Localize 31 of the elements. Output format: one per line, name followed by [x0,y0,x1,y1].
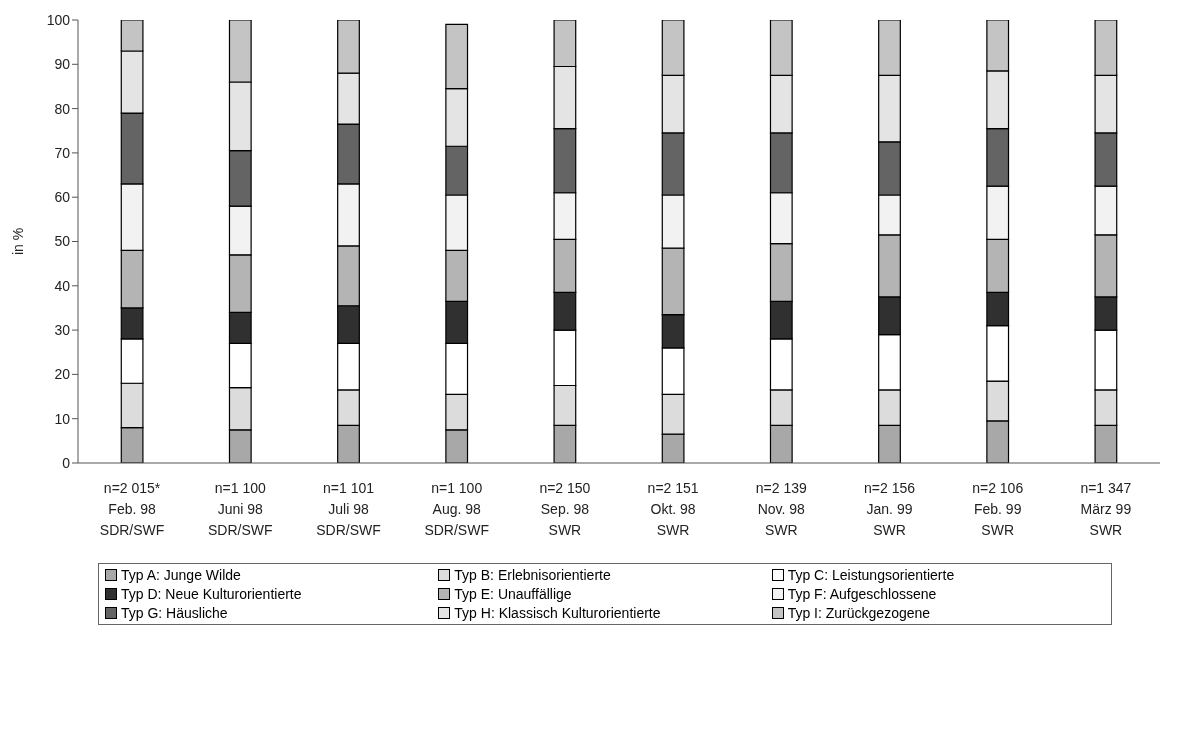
y-tick-label: 20 [54,366,71,383]
x-tick-label: n=2 150 Sep. 98 SWR [539,480,591,538]
y-tick-label: 60 [54,189,71,206]
legend-label: Typ A: Junge Wilde [121,567,241,583]
legend-label: Typ C: Leistungsorientierte [787,567,955,583]
legend-label: Typ H: Klassisch Kulturorientierte [454,605,661,621]
x-tick-label: n=1 347 März 99 SWR [1080,480,1132,538]
x-tick-label: n=1 100 Aug. 98 SDR/SWF [424,480,489,538]
y-tick-label: 70 [54,144,71,161]
legend-label: Typ B: Erlebnisorientierte [454,567,611,583]
legend-label: Typ I: Zurückgezogene [787,605,931,621]
y-tick-label: 90 [54,56,71,73]
y-tick-label: 50 [54,233,71,250]
y-tick-label: 100 [46,11,71,28]
legend-label: Typ G: Häusliche [121,605,228,621]
x-tick-label: n=2 015* Feb. 98 SDR/SWF [99,480,165,538]
y-tick-label: 40 [54,277,71,294]
x-tick-label: n=2 106 Feb. 99 SWR [972,480,1024,538]
x-tick-label: n=1 101 Juli 98 SDR/SWF [316,480,381,538]
legend-label: Typ D: Neue Kulturorientierte [121,586,302,602]
x-tick-label: n=2 156 Jan. 99 SWR [864,480,916,538]
y-tick-label: 0 [62,454,71,471]
y-tick-label: 10 [54,410,71,427]
y-tick-label: 80 [54,100,71,117]
y-tick-label: 30 [54,322,71,339]
x-tick-label: n=2 139 Nov. 98 SWR [755,480,808,538]
x-tick-label: n=1 100 Juni 98 SDR/SWF [208,480,273,538]
y-axis-title: in % [9,227,26,256]
x-tick-label: n=2 151 Okt. 98 SWR [647,480,699,538]
legend-label: Typ E: Unauffällige [454,586,572,602]
legend-label: Typ F: Aufgeschlossene [787,586,937,602]
